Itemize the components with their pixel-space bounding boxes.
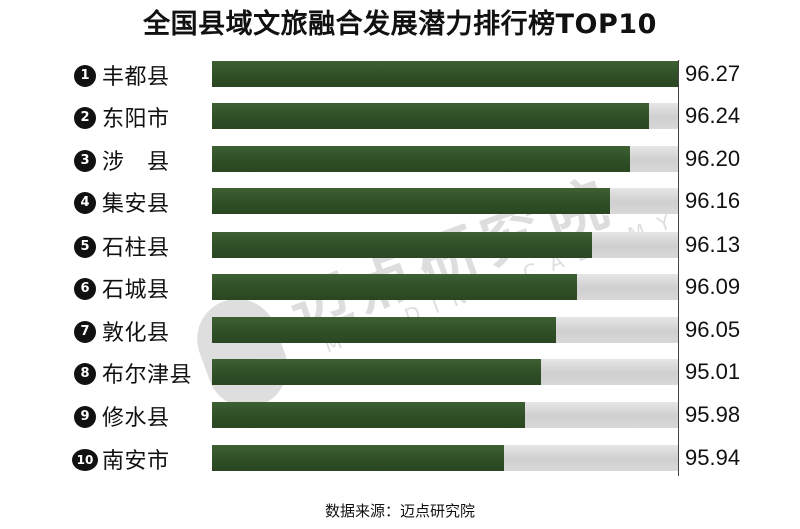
data-source: 数据来源：迈点研究院 bbox=[324, 502, 475, 520]
bar-row: 1 丰都县 96.27 bbox=[0, 55, 800, 95]
bar bbox=[212, 317, 556, 343]
bar-track bbox=[212, 61, 678, 87]
value-label: 96.13 bbox=[685, 232, 741, 257]
rank-badge: 10 bbox=[72, 449, 98, 471]
rank-badge: 6 bbox=[74, 278, 96, 300]
bar-track bbox=[212, 146, 678, 172]
value-label: 96.05 bbox=[685, 317, 741, 342]
bar-track bbox=[212, 103, 678, 129]
value-label: 96.16 bbox=[685, 188, 741, 213]
value-label: 95.94 bbox=[685, 445, 741, 470]
rank-badge: 9 bbox=[74, 406, 96, 428]
chart-title: 全国县域文旅融合发展潜力排行榜TOP10 bbox=[143, 9, 657, 40]
bar-row: 6 石城县 96.09 bbox=[0, 268, 800, 308]
bar bbox=[212, 232, 592, 258]
rank-badge: 7 bbox=[74, 321, 96, 343]
value-label: 96.27 bbox=[685, 61, 741, 86]
bar bbox=[212, 103, 649, 129]
bar-row: 7 敦化县 96.05 bbox=[0, 311, 800, 351]
value-label: 96.24 bbox=[685, 103, 741, 128]
category-label: 敦化县 bbox=[102, 321, 170, 346]
rank-badge: 1 bbox=[74, 65, 96, 87]
bar-track bbox=[212, 402, 678, 428]
value-label: 96.20 bbox=[685, 146, 741, 171]
value-label: 95.98 bbox=[685, 402, 741, 427]
rank-badge: 3 bbox=[74, 150, 96, 172]
category-label: 南安市 bbox=[102, 449, 170, 474]
bar-track bbox=[212, 359, 678, 385]
rank-badge: 2 bbox=[74, 107, 96, 129]
bar bbox=[212, 61, 678, 87]
bar-row: 9 修水县 95.98 bbox=[0, 396, 800, 436]
value-label: 95.01 bbox=[685, 359, 741, 384]
category-label: 涉 县 bbox=[102, 150, 170, 175]
rank-badge: 8 bbox=[74, 363, 96, 385]
category-label: 集安县 bbox=[102, 192, 170, 217]
bar-track bbox=[212, 317, 678, 343]
rank-badge: 4 bbox=[74, 192, 96, 214]
bar bbox=[212, 274, 577, 300]
bar-track bbox=[212, 232, 678, 258]
rank-badge: 5 bbox=[74, 236, 96, 258]
bar-track bbox=[212, 445, 678, 471]
bar-row: 4 集安县 96.16 bbox=[0, 182, 800, 222]
bar-track bbox=[212, 188, 678, 214]
bar-row: 5 石柱县 96.13 bbox=[0, 226, 800, 266]
category-label: 丰都县 bbox=[102, 65, 170, 90]
bar-row: 3 涉 县 96.20 bbox=[0, 140, 800, 180]
bar bbox=[212, 146, 630, 172]
bar bbox=[212, 359, 541, 385]
category-label: 石城县 bbox=[102, 278, 170, 303]
category-label: 布尔津县 bbox=[102, 363, 193, 388]
bar-row: 10 南安市 95.94 bbox=[0, 439, 800, 479]
value-label: 96.09 bbox=[685, 274, 741, 299]
category-label: 东阳市 bbox=[102, 107, 170, 132]
bar bbox=[212, 188, 610, 214]
axis-line bbox=[678, 60, 679, 476]
bar bbox=[212, 445, 504, 471]
category-label: 石柱县 bbox=[102, 236, 170, 261]
bar-track bbox=[212, 274, 678, 300]
bar-row: 2 东阳市 96.24 bbox=[0, 97, 800, 137]
bar bbox=[212, 402, 525, 428]
category-label: 修水县 bbox=[102, 406, 170, 431]
bar-row: 8 布尔津县 95.01 bbox=[0, 353, 800, 393]
